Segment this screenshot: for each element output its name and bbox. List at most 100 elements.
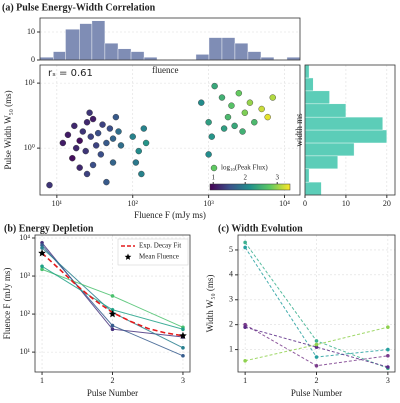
point bbox=[205, 151, 212, 158]
x-tick-label: 10³ bbox=[203, 199, 214, 208]
marker bbox=[110, 327, 115, 332]
marker bbox=[314, 355, 319, 359]
marker bbox=[181, 345, 185, 350]
marker bbox=[181, 327, 185, 332]
point bbox=[69, 154, 76, 162]
point bbox=[246, 99, 254, 106]
point bbox=[129, 133, 136, 140]
marker bbox=[386, 365, 390, 369]
point bbox=[83, 119, 91, 126]
marker bbox=[243, 322, 247, 327]
point bbox=[140, 125, 148, 132]
marker bbox=[386, 347, 390, 352]
point bbox=[264, 113, 271, 121]
y-tick-label: 3 bbox=[229, 295, 233, 304]
hist-bar bbox=[143, 57, 158, 61]
hist-bar bbox=[304, 181, 322, 196]
point bbox=[218, 94, 226, 101]
y-axis-label: Pulse Width W₅₀ (ms) bbox=[3, 90, 13, 169]
point bbox=[97, 151, 105, 158]
legend-marker bbox=[124, 253, 132, 260]
plot-frame bbox=[39, 64, 301, 196]
colorbar-tick-label: 1 bbox=[211, 174, 215, 182]
plot-frame bbox=[304, 64, 396, 196]
hist-bar bbox=[91, 20, 106, 61]
point bbox=[109, 159, 117, 166]
x-axis-label: width ms bbox=[294, 113, 304, 147]
hist-bar bbox=[304, 64, 310, 79]
marker bbox=[110, 323, 115, 328]
point bbox=[89, 115, 97, 123]
x-tick-label: 20 bbox=[383, 199, 391, 208]
star-marker bbox=[38, 249, 46, 257]
y-tick-label: 1 bbox=[229, 344, 233, 353]
marker bbox=[181, 353, 185, 358]
plot-frame bbox=[34, 234, 191, 373]
point bbox=[103, 178, 110, 186]
point bbox=[205, 119, 212, 126]
hist-bar bbox=[130, 51, 145, 61]
y-tick-label: 10 bbox=[27, 27, 35, 36]
point bbox=[83, 170, 91, 178]
marker bbox=[314, 363, 319, 368]
point bbox=[142, 139, 150, 147]
x-tick-label: 2 bbox=[315, 376, 319, 385]
marker bbox=[243, 240, 247, 245]
hist-bar bbox=[247, 51, 262, 61]
point bbox=[73, 144, 80, 152]
hist-bar bbox=[104, 43, 119, 61]
point bbox=[76, 164, 83, 171]
x-axis-label: Pulse Number bbox=[291, 388, 342, 398]
star-marker bbox=[108, 310, 117, 318]
x-tick-label: 0 bbox=[303, 199, 307, 208]
x-tick-label: 10¹ bbox=[52, 199, 63, 208]
point bbox=[94, 129, 102, 137]
point bbox=[135, 147, 142, 155]
point bbox=[228, 102, 235, 109]
point bbox=[64, 131, 72, 139]
hist-bar bbox=[260, 57, 275, 61]
hist-bar bbox=[304, 90, 330, 105]
marker bbox=[40, 243, 44, 247]
colorbar bbox=[209, 183, 291, 191]
y-tick-label: 10¹ bbox=[20, 347, 31, 356]
x-tick-label: 10⁴ bbox=[279, 199, 290, 208]
marker bbox=[40, 267, 44, 272]
x-tick-label: 10 bbox=[342, 199, 350, 208]
x-tick-label: 1 bbox=[243, 376, 247, 385]
point bbox=[59, 139, 67, 147]
marker bbox=[110, 294, 115, 298]
marker bbox=[40, 246, 44, 250]
marker bbox=[314, 342, 319, 347]
hist-bar bbox=[304, 116, 383, 131]
hist-bar bbox=[117, 48, 132, 61]
point bbox=[46, 181, 53, 189]
legend-label: Exp. Decay Fit bbox=[139, 242, 181, 250]
marker bbox=[110, 307, 115, 312]
marker bbox=[243, 325, 247, 329]
y-tick-label: 10¹ bbox=[25, 78, 36, 87]
point bbox=[79, 128, 87, 135]
hist-bar bbox=[304, 155, 338, 170]
point bbox=[86, 109, 93, 116]
x-axis-label: Fluence F (mJy ms) bbox=[134, 210, 206, 220]
chart-title: (a) Pulse Energy-Width Correlation bbox=[2, 2, 156, 13]
point bbox=[103, 139, 110, 147]
hist-bar bbox=[304, 77, 314, 92]
plot-frame bbox=[39, 17, 301, 61]
point bbox=[109, 135, 117, 142]
x-tick-label: 2 bbox=[111, 376, 115, 385]
point bbox=[117, 142, 125, 149]
y-tick-label: 2 bbox=[229, 320, 233, 329]
point bbox=[220, 125, 228, 132]
annotation: rₛ = 0.61 bbox=[48, 68, 93, 79]
marker bbox=[314, 339, 319, 343]
hist-bar bbox=[304, 142, 355, 157]
point bbox=[138, 170, 145, 178]
hist-bar bbox=[39, 57, 54, 61]
legend-label: Mean Fluence bbox=[139, 253, 179, 261]
marker bbox=[40, 264, 44, 269]
point bbox=[224, 113, 232, 121]
marker bbox=[243, 358, 247, 363]
